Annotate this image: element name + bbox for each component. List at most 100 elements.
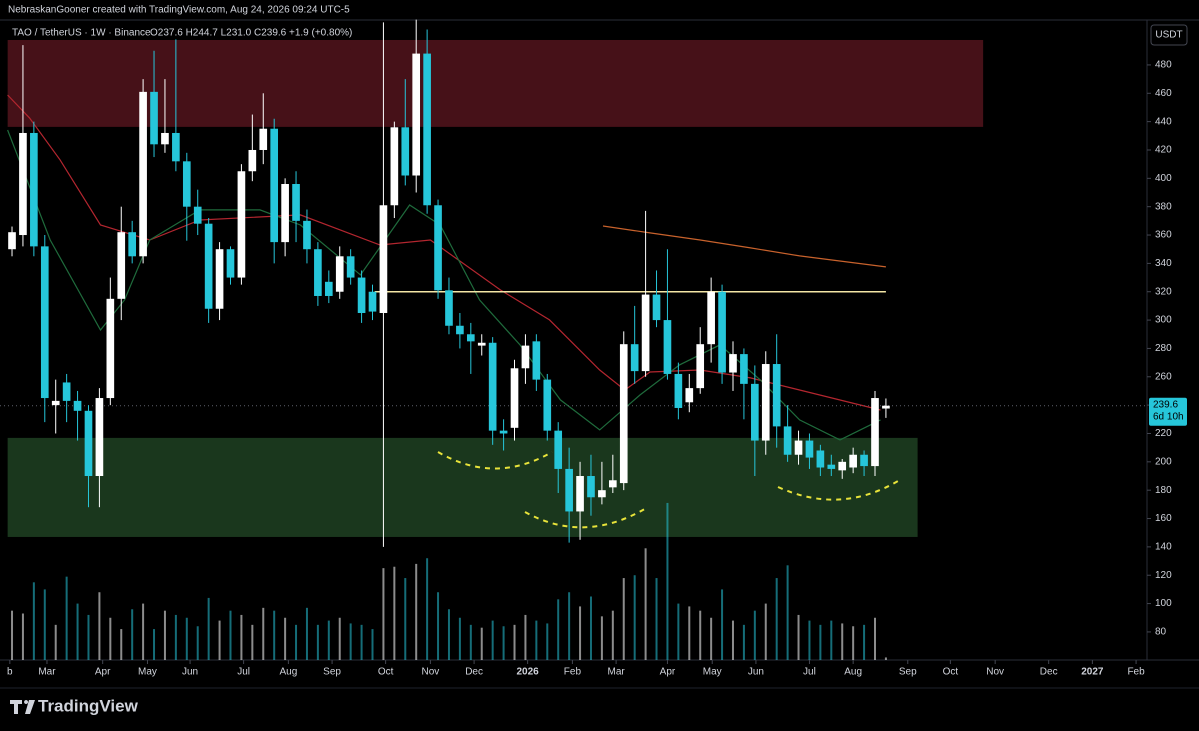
x-tick-label: Dec <box>465 667 483 678</box>
candle-body <box>466 334 475 342</box>
volume-bar <box>284 617 287 660</box>
volume-bar <box>622 578 625 660</box>
candle-body <box>150 91 158 145</box>
volume-bar <box>458 617 461 660</box>
y-tick-label: 420 <box>1155 145 1172 156</box>
candle-body <box>172 132 180 162</box>
candle-body <box>674 373 683 408</box>
x-tick-label: Mar <box>607 667 625 678</box>
candle-body <box>324 281 333 296</box>
volume-bar <box>764 603 767 660</box>
footer-brand: TradingView <box>38 696 139 715</box>
candle-body <box>707 291 715 345</box>
candle-body <box>292 184 300 221</box>
candle-body <box>19 132 27 236</box>
volume-bar <box>666 502 669 660</box>
y-tick-label: 320 <box>1155 286 1172 297</box>
candle-body <box>652 294 661 321</box>
candle-body <box>73 400 82 411</box>
volume-bar <box>469 624 472 660</box>
volume-bar <box>76 603 79 660</box>
last-price-tag <box>1149 397 1187 426</box>
x-tick-label: Jun <box>182 667 198 678</box>
candle-body <box>139 91 147 257</box>
y-tick-label: 140 <box>1155 542 1172 553</box>
volume-bar <box>535 620 538 660</box>
candle-body <box>390 127 399 206</box>
volume-bar <box>11 610 14 660</box>
symbol: TAO / TetherUS · 1W · Binance <box>12 28 151 39</box>
candle-body <box>729 354 737 373</box>
candle-body <box>412 53 421 176</box>
volume-bar <box>251 624 254 660</box>
volume-bar <box>415 563 418 660</box>
volume-bar <box>688 606 691 660</box>
header: NebraskanGooner created with TradingView… <box>8 5 350 16</box>
y-tick-label: 280 <box>1155 343 1172 354</box>
volume-bar <box>87 614 90 660</box>
volume-bar <box>557 599 560 660</box>
candle-body <box>783 426 792 455</box>
y-tick-label: 360 <box>1155 230 1172 241</box>
currency: USDT <box>1155 30 1182 41</box>
volume-bar <box>120 629 123 660</box>
candle-body <box>303 220 311 250</box>
volume-bar <box>327 620 330 660</box>
y-tick-label: 480 <box>1155 60 1172 71</box>
candle-body <box>860 454 868 467</box>
candle-body <box>117 232 126 299</box>
candle-body <box>521 345 530 369</box>
x-tick-label: Jun <box>748 667 764 678</box>
volume-bar <box>830 620 833 660</box>
volume-bar <box>131 609 134 660</box>
volume-bar <box>546 623 549 660</box>
moving-average <box>602 225 886 268</box>
candle-body <box>696 344 705 389</box>
volume-bar <box>98 592 101 660</box>
candle-body <box>314 249 322 296</box>
candle-body <box>335 256 344 292</box>
candle-body <box>237 171 246 278</box>
moving-average <box>7 94 881 411</box>
logo <box>10 700 35 714</box>
volume-bar <box>447 609 450 660</box>
volume-bar <box>753 610 756 660</box>
volume-bar <box>437 592 440 660</box>
y-tick-label: 440 <box>1155 116 1172 127</box>
candle-body <box>161 132 169 145</box>
ohlc-info: O237.6 H244.7 L231.0 C239.6 +1.9 (+0.80%… <box>150 28 352 39</box>
candle-body <box>248 149 257 172</box>
volume-bar <box>349 623 352 660</box>
volume-bar <box>109 617 112 660</box>
volume-bar <box>852 626 855 660</box>
candle-body <box>346 256 355 278</box>
candle-body <box>401 127 410 176</box>
candle-body <box>51 400 60 406</box>
candle-body <box>259 128 268 150</box>
candle-body <box>193 206 202 224</box>
candle-body <box>751 383 759 441</box>
volume-bar <box>393 566 396 660</box>
currency-box[interactable] <box>1150 24 1188 46</box>
candle-body <box>882 405 890 409</box>
y-tick-label: 160 <box>1155 513 1172 524</box>
candle-body <box>477 342 486 346</box>
volume-bar <box>207 597 210 660</box>
volume-bar <box>426 558 429 660</box>
volume-bar <box>491 620 494 660</box>
volume-bar <box>371 629 374 660</box>
y-tick-label: 260 <box>1155 371 1172 382</box>
volume-bar <box>295 624 298 660</box>
x-tick-label: 2026 <box>516 667 539 678</box>
candle-body <box>805 440 814 458</box>
candle-body <box>456 325 464 335</box>
candle-body <box>565 468 573 512</box>
volume-bar <box>43 589 46 660</box>
x-tick-label: Sep <box>899 667 917 678</box>
volume-bar <box>863 624 866 660</box>
rounding-arc <box>437 451 553 470</box>
volume-bar <box>655 578 658 660</box>
volume-bar <box>502 626 505 660</box>
candle-body <box>368 291 377 312</box>
